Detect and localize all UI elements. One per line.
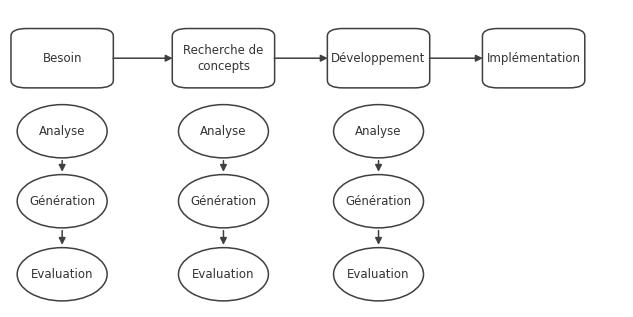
FancyBboxPatch shape: [482, 29, 585, 88]
FancyBboxPatch shape: [11, 29, 113, 88]
Text: Evaluation: Evaluation: [192, 268, 254, 281]
Text: Analyse: Analyse: [355, 125, 402, 138]
Text: Evaluation: Evaluation: [31, 268, 94, 281]
Text: Développement: Développement: [331, 52, 426, 65]
Text: Analyse: Analyse: [39, 125, 85, 138]
Text: Implémentation: Implémentation: [487, 52, 580, 65]
Text: Analyse: Analyse: [200, 125, 247, 138]
Text: Besoin: Besoin: [42, 52, 82, 65]
Ellipse shape: [179, 105, 268, 158]
Text: Génération: Génération: [346, 195, 411, 208]
FancyBboxPatch shape: [172, 29, 275, 88]
Ellipse shape: [179, 248, 268, 301]
Text: Génération: Génération: [29, 195, 95, 208]
Ellipse shape: [17, 105, 107, 158]
Ellipse shape: [17, 175, 107, 228]
FancyBboxPatch shape: [327, 29, 430, 88]
Ellipse shape: [17, 248, 107, 301]
Ellipse shape: [179, 175, 268, 228]
Ellipse shape: [334, 175, 423, 228]
Text: Génération: Génération: [191, 195, 256, 208]
Ellipse shape: [334, 248, 423, 301]
Ellipse shape: [334, 105, 423, 158]
Text: Evaluation: Evaluation: [348, 268, 410, 281]
Text: Recherche de
concepts: Recherche de concepts: [184, 44, 263, 73]
